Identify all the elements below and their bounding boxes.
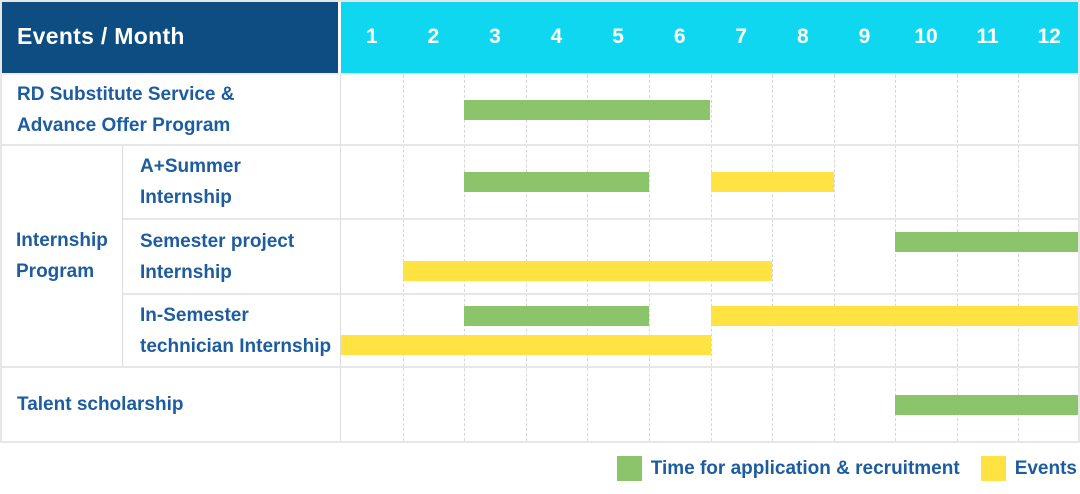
row-label-line-2: Internship	[140, 261, 232, 283]
legend-label-application: Time for application & recruitment	[650, 457, 960, 479]
event-bar	[341, 335, 711, 355]
legend: Time for application & recruitment Events	[0, 443, 1080, 494]
month-label-6: 6	[673, 24, 686, 48]
month-label-8: 8	[796, 24, 809, 48]
row-label: Talent scholarship	[0, 368, 341, 441]
month-gridline-11	[1018, 75, 1020, 441]
month-label-11: 11	[976, 24, 999, 48]
month-gridline-2	[464, 75, 466, 441]
month-gridline-3	[525, 75, 527, 441]
month-gridline-6	[710, 75, 712, 441]
timeline-line-1	[341, 232, 1080, 252]
row-label-line-1: A+Summer	[140, 156, 241, 177]
row-label: RD Substitute Service & Advance Offer Pro…	[0, 75, 341, 146]
row-label-line-2: Advance Offer Program	[17, 114, 231, 136]
event-bar	[710, 172, 834, 192]
legend-item-application: Time for application & recruitment	[616, 456, 960, 481]
event-bar	[710, 306, 1080, 326]
month-gridline-9	[895, 75, 897, 441]
legend-swatch-event	[980, 456, 1006, 481]
timeline-line-2	[341, 261, 1080, 281]
month-label-10: 10	[914, 24, 938, 48]
month-label-12: 12	[1037, 24, 1061, 48]
row-label-line-1: Talent scholarship	[17, 394, 184, 415]
row-label-line-1: In-Semester	[140, 304, 249, 326]
application-bar	[464, 172, 649, 192]
table-rows-grid: Internship Program RD Substitute Service &…	[0, 75, 1080, 441]
month-gridline-7	[772, 75, 774, 441]
month-label-4: 4	[550, 24, 563, 48]
timeline-line-1	[341, 172, 1080, 192]
row-label-line-1: Semester project	[140, 230, 295, 252]
timeline-line-1	[341, 394, 1080, 415]
month-gridline-4	[587, 75, 589, 441]
table-body: Internship Program RD Substitute Service &…	[0, 75, 1080, 441]
row-label-line-2: technician Internship	[140, 335, 332, 357]
group-label-internship-program: Internship Program	[0, 146, 123, 368]
month-label-3: 3	[489, 24, 501, 48]
row-label-line-2: Internship	[140, 187, 232, 208]
row-label: Semester project Internship	[123, 220, 341, 295]
month-label-7: 7	[735, 24, 748, 48]
month-label-9: 9	[858, 24, 871, 48]
timeline-line-2	[341, 335, 1080, 355]
application-bar	[464, 99, 711, 120]
row-label-line-1: RD Substitute Service &	[17, 83, 235, 105]
month-gridlines	[341, 75, 1080, 441]
legend-swatch-application	[616, 456, 642, 481]
application-bar	[464, 306, 649, 326]
row-timeline	[341, 295, 1080, 368]
legend-item-event: Events	[980, 456, 1077, 481]
month-label-1: 1	[365, 24, 378, 48]
event-bar	[402, 261, 773, 281]
row-timeline	[341, 220, 1080, 295]
month-gridline-10	[956, 75, 958, 441]
month-gridline-1	[402, 75, 404, 441]
month-label-2: 2	[427, 24, 440, 48]
legend-label-event: Events	[1014, 457, 1077, 479]
events-month-table: Events / Month 1 2 3 4 5 6 7 8 9 10 11 12 Internshi…	[0, 0, 1080, 443]
row-timeline	[341, 368, 1080, 441]
table-title: Events / Month	[17, 23, 185, 49]
month-header-row: 1 2 3 4 5 6 7 8 9 10 11 12	[341, 0, 1080, 73]
timeline-line-1	[341, 99, 1080, 120]
application-bar	[895, 394, 1080, 415]
table-header-row: Events / Month 1 2 3 4 5 6 7 8 9 10 11 12	[0, 0, 1080, 75]
group-label-line-2: Program	[16, 261, 95, 282]
month-gridline-8	[833, 75, 835, 441]
timeline-line-1	[341, 306, 1080, 326]
month-gridline-5	[648, 75, 650, 441]
row-label: A+Summer Internship	[123, 146, 341, 220]
month-label-5: 5	[612, 24, 624, 48]
events-month-header-cell: Events / Month	[0, 0, 341, 73]
application-bar	[895, 232, 1080, 252]
row-timeline	[341, 75, 1080, 146]
row-timeline	[341, 146, 1080, 220]
group-label-line-1: Internship	[16, 230, 108, 251]
row-label: In-Semester technician Internship	[123, 295, 341, 368]
